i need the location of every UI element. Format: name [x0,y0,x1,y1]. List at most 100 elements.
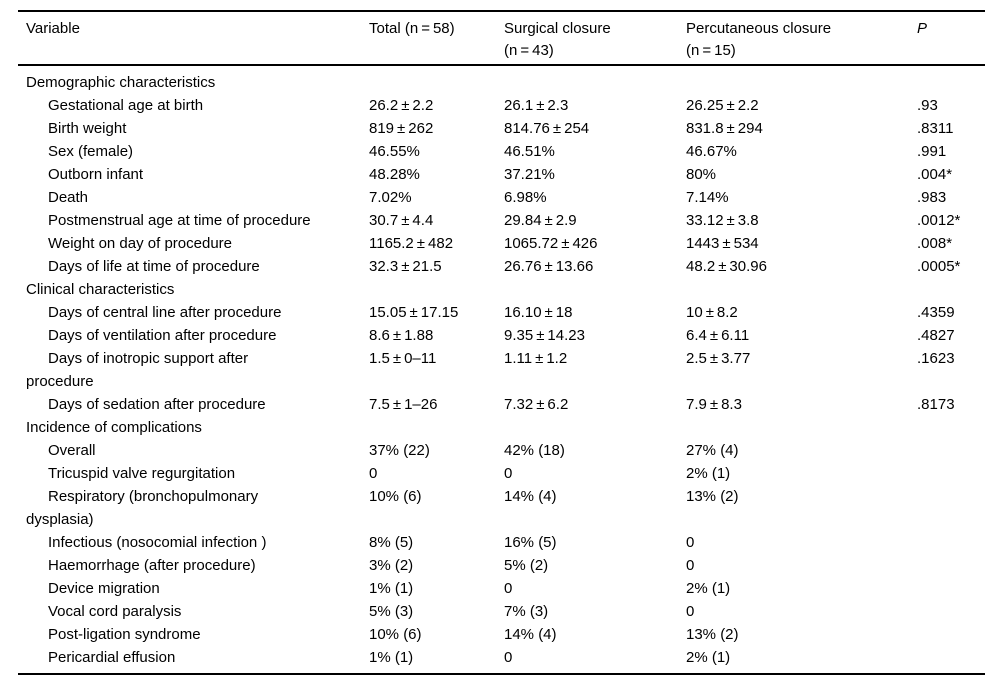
table-row: Days of sedation after procedure 7.5 ± 1–… [18,393,985,416]
total-value: 5% (3) [369,603,414,620]
total-value: 1% (1) [369,649,414,666]
total-value: 7.5 ± 1–26 [369,396,438,413]
column-header-variable: Variable [18,18,369,40]
surgical-value: 14% (4) [504,626,557,643]
section-row: Demographic characteristics [18,71,985,94]
surgical-value: 26.1 ± 2.3 [504,97,569,114]
table-row: Birth weight 819 ± 262 814.76 ± 254 831.8 ±… [18,117,985,140]
total-value: 3% (2) [369,557,414,574]
total-value: 32.3 ± 21.5 [369,258,442,275]
surgical-value: 14% (4) [504,488,557,505]
total-value: 10% (6) [369,488,422,505]
percutaneous-value: 27% (4) [686,442,739,459]
surgical-value: 16.10 ± 18 [504,304,573,321]
table-row: Days of ventilation after procedure 8.6 ±… [18,324,985,347]
variable-label: Tricuspid valve regurgitation [48,465,236,482]
table-row: Infectious (nosocomial infection ) 8% (5)… [18,531,985,554]
variable-label: Pericardial effusion [48,649,176,666]
variable-label: Device migration [48,580,160,597]
surgical-value: 29.84 ± 2.9 [504,212,577,229]
section-label: Demographic characteristics [26,74,216,91]
table-row: Haemorrhage (after procedure) 3% (2) 5% (2… [18,554,985,577]
surgical-value: 814.76 ± 254 [504,120,590,137]
column-header-label: Surgical closure [504,20,611,37]
surgical-value: 37.21% [504,166,555,183]
total-value: 1% (1) [369,580,414,597]
column-header-total: Total (n = 58) [369,18,504,40]
variable-label: Days of life at time of procedure [48,258,260,275]
total-value: 48.28% [369,166,420,183]
table-row: Gestational age at birth 26.2 ± 2.2 26.1 ±… [18,94,985,117]
table-row: Days of inotropic support after procedure… [18,347,985,393]
section-label: Clinical characteristics [26,281,175,298]
column-header-label: Percutaneous closure [686,20,832,37]
column-header-sublabel: (n = 43) [504,42,554,59]
variable-label: Weight on day of procedure [48,235,233,252]
percutaneous-value: 7.14% [686,189,729,206]
results-table: Variable Total (n = 58) Surgical closure… [18,10,985,675]
variable-label: Days of inotropic support after procedure [26,350,249,390]
total-value: 1165.2 ± 482 [369,235,454,252]
percutaneous-value: 26.25 ± 2.2 [686,97,759,114]
table-row: Postmenstrual age at time of procedure 30… [18,209,985,232]
table-row: Post-ligation syndrome 10% (6) 14% (4) 13% … [18,623,985,646]
total-value: 26.2 ± 2.2 [369,97,434,114]
surgical-value: 6.98% [504,189,547,206]
variable-label: Haemorrhage (after procedure) [48,557,256,574]
surgical-value: 7% (3) [504,603,549,620]
percutaneous-value: 831.8 ± 294 [686,120,763,137]
p-value: .983 [917,189,947,206]
p-value: .4359 [917,304,955,321]
p-value: .1623 [917,350,955,367]
total-value: 7.02% [369,189,412,206]
table-row: Sex (female) 46.55% 46.51% 46.67% .991 [18,140,985,163]
table-row: Outborn infant 48.28% 37.21% 80% .004* [18,163,985,186]
section-row: Incidence of complications [18,416,985,439]
total-value: 10% (6) [369,626,422,643]
variable-label: Post-ligation syndrome [48,626,201,643]
total-value: 30.7 ± 4.4 [369,212,434,229]
percutaneous-value: 2% (1) [686,580,731,597]
total-value: 8.6 ± 1.88 [369,327,434,344]
p-value: .8173 [917,396,955,413]
percutaneous-value: 0 [686,557,695,574]
column-header-sublabel: (n = 15) [686,42,736,59]
variable-label: Overall [48,442,96,459]
variable-label: Infectious (nosocomial infection ) [48,534,267,551]
surgical-value: 42% (18) [504,442,565,459]
column-header-percutaneous: Percutaneous closure (n = 15) [686,18,917,62]
variable-label: Gestational age at birth [48,97,204,114]
percutaneous-value: 48.2 ± 30.96 [686,258,767,275]
p-value: .0012* [917,212,961,229]
table-header: Variable Total (n = 58) Surgical closure… [18,10,985,66]
surgical-value: 1065.72 ± 426 [504,235,598,252]
column-header-surgical: Surgical closure (n = 43) [504,18,686,62]
surgical-value: 0 [504,465,513,482]
percutaneous-value: 2.5 ± 3.77 [686,350,751,367]
variable-label: Days of sedation after procedure [48,396,266,413]
table-row: Days of central line after procedure 15.0… [18,301,985,324]
p-value: .008* [917,235,953,252]
surgical-value: 7.32 ± 6.2 [504,396,569,413]
total-value: 0 [369,465,378,482]
total-value: 37% (22) [369,442,430,459]
p-value: .0005* [917,258,961,275]
surgical-value: 5% (2) [504,557,549,574]
column-header-label: Variable [26,20,80,37]
percutaneous-value: 13% (2) [686,626,739,643]
variable-label: Sex (female) [48,143,134,160]
surgical-value: 1.11 ± 1.2 [504,350,568,367]
surgical-value: 9.35 ± 14.23 [504,327,585,344]
column-header-label: P [917,20,928,37]
percutaneous-value: 13% (2) [686,488,739,505]
variable-label: Vocal cord paralysis [48,603,182,620]
surgical-value: 16% (5) [504,534,557,551]
variable-label: Postmenstrual age at time of procedure [48,212,311,229]
variable-label: Days of central line after procedure [48,304,282,321]
variable-label: Days of ventilation after procedure [48,327,277,344]
p-value: .8311 [917,120,954,137]
percutaneous-value: 6.4 ± 6.11 [686,327,750,344]
percutaneous-value: 2% (1) [686,465,731,482]
p-value: .93 [917,97,938,114]
table-row: Death 7.02% 6.98% 7.14% .983 [18,186,985,209]
